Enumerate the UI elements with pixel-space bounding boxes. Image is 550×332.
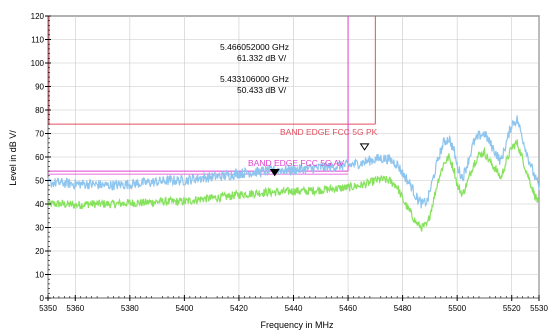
x-axis-label: Frequency in MHz bbox=[260, 320, 334, 330]
y-tick-label: 40 bbox=[35, 200, 44, 209]
y-tick-label: 80 bbox=[35, 106, 44, 115]
peak-trace bbox=[47, 115, 540, 209]
x-tick-label: 5350 bbox=[39, 304, 57, 313]
y-tick-label: 50 bbox=[35, 177, 44, 186]
x-tick-label: 5440 bbox=[285, 304, 303, 313]
x-tick-label: 5520 bbox=[503, 304, 521, 313]
y-tick-label: 30 bbox=[35, 224, 44, 233]
delta-marker-icon bbox=[359, 143, 370, 151]
y-tick-label: 0 bbox=[40, 294, 45, 303]
x-tick-label: 5380 bbox=[121, 304, 139, 313]
x-tick-label: 5360 bbox=[66, 304, 84, 313]
y-tick-label: 100 bbox=[31, 59, 45, 68]
x-tick-label: 5460 bbox=[339, 304, 357, 313]
limit-label-pk: BAND EDGE FCC 5G PK bbox=[280, 127, 378, 137]
y-tick-label: 10 bbox=[35, 271, 44, 280]
x-tick-label: 5500 bbox=[448, 304, 466, 313]
axis-ticks: 0 10 20 30 40 50 60 70 80 90 100 110 120 5350 5360 5380… bbox=[31, 12, 549, 313]
delta-marker-level: 61.332 dB V/ bbox=[237, 53, 287, 63]
traces bbox=[47, 115, 540, 232]
main-marker-icon bbox=[269, 168, 280, 177]
y-tick-label: 70 bbox=[35, 130, 44, 139]
y-tick-label: 60 bbox=[35, 153, 44, 162]
marker-readout: 5.466052000 GHz 61.332 dB V/ 5.433106000… bbox=[220, 42, 289, 95]
x-tick-label: 5530 bbox=[530, 304, 548, 313]
delta-marker-frequency: 5.466052000 GHz bbox=[220, 42, 289, 52]
markers bbox=[269, 143, 370, 177]
x-tick-label: 5400 bbox=[175, 304, 193, 313]
x-tick-label: 5420 bbox=[230, 304, 248, 313]
y-tick-label: 20 bbox=[35, 247, 44, 256]
main-marker-frequency: 5.433106000 GHz bbox=[220, 74, 289, 84]
x-tick-label: 5480 bbox=[394, 304, 412, 313]
y-tick-label: 110 bbox=[31, 36, 44, 45]
y-tick-label: 120 bbox=[31, 12, 45, 21]
limit-label-av: BAND EDGE FCC 5G AV bbox=[248, 158, 345, 168]
y-axis-label: Level in dB V/ bbox=[8, 130, 18, 186]
main-marker-level: 50.433 dB V/ bbox=[237, 85, 287, 95]
average-trace bbox=[47, 139, 540, 232]
y-tick-label: 90 bbox=[35, 83, 44, 92]
